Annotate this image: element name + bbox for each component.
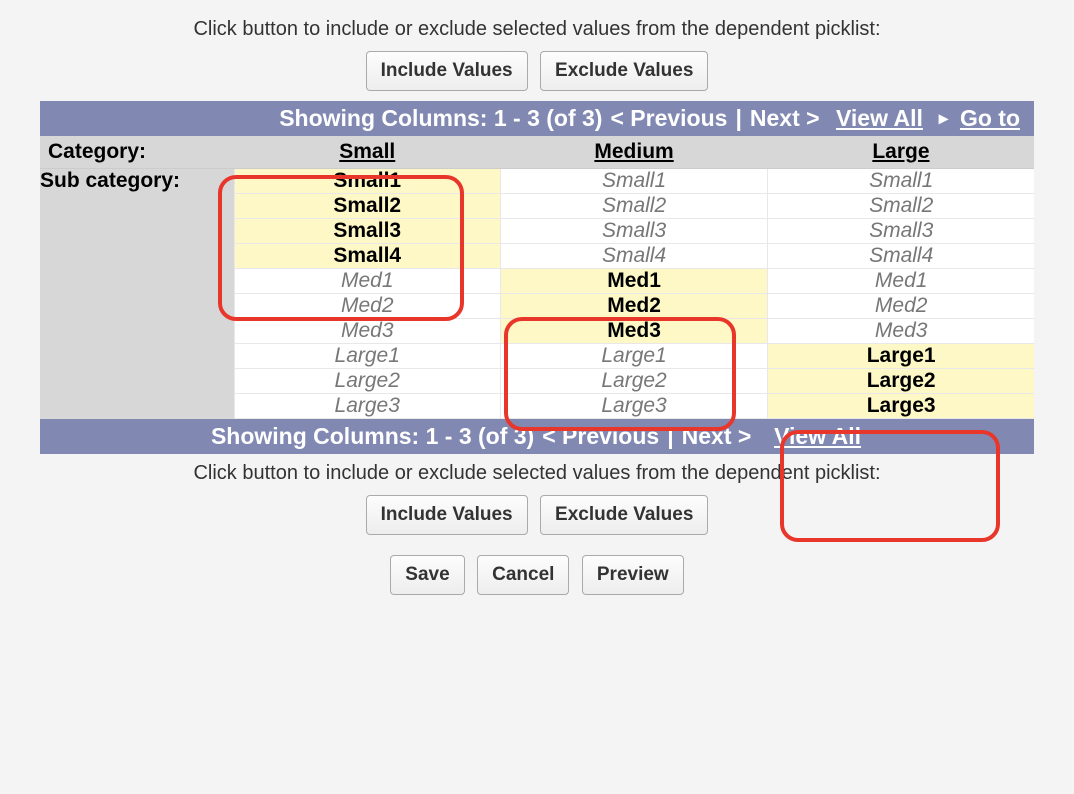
picklist-value[interactable]: Large1 bbox=[234, 344, 500, 369]
column-header-large[interactable]: Large bbox=[768, 136, 1034, 169]
cancel-button[interactable]: Cancel bbox=[477, 555, 569, 595]
picklist-value[interactable]: Small3 bbox=[500, 219, 768, 244]
include-values-button-bottom[interactable]: Include Values bbox=[366, 495, 528, 535]
previous-link-bottom[interactable]: < Previous bbox=[542, 423, 659, 450]
nav-separator: | bbox=[735, 105, 741, 132]
picklist-value[interactable]: Med2 bbox=[234, 294, 500, 319]
picklist-value[interactable]: Large3 bbox=[500, 394, 768, 419]
picklist-value[interactable]: Small2 bbox=[768, 194, 1034, 219]
picklist-value[interactable]: Large3 bbox=[234, 394, 500, 419]
picklist-value[interactable]: Med2 bbox=[500, 294, 768, 319]
subcategory-label: Sub category: bbox=[40, 169, 234, 419]
picklist-value[interactable]: Med1 bbox=[234, 269, 500, 294]
exclude-values-button-bottom[interactable]: Exclude Values bbox=[540, 495, 708, 535]
picklist-value[interactable]: Large2 bbox=[500, 369, 768, 394]
category-label: Category: bbox=[40, 136, 234, 169]
picklist-value[interactable]: Large1 bbox=[768, 344, 1034, 369]
next-link[interactable]: Next > bbox=[750, 105, 820, 132]
column-header-medium[interactable]: Medium bbox=[500, 136, 768, 169]
view-all-link-bottom[interactable]: View All bbox=[774, 423, 861, 450]
picklist-value[interactable]: Small3 bbox=[234, 219, 500, 244]
picklist-value[interactable]: Small2 bbox=[234, 194, 500, 219]
instruction-text-bottom: Click button to include or exclude selec… bbox=[0, 462, 1074, 485]
nav-bar-bottom: Showing Columns: 1 - 3 (of 3) < Previous… bbox=[40, 419, 1034, 454]
nav-bar-top: Showing Columns: 1 - 3 (of 3) < Previous… bbox=[40, 101, 1034, 136]
view-all-link[interactable]: View All bbox=[836, 105, 923, 132]
button-row-top: Include Values Exclude Values bbox=[0, 51, 1074, 91]
picklist-value[interactable]: Med3 bbox=[768, 319, 1034, 344]
preview-button[interactable]: Preview bbox=[582, 555, 684, 595]
picklist-value[interactable]: Small1 bbox=[768, 169, 1034, 194]
picklist-value[interactable]: Small4 bbox=[768, 244, 1034, 269]
column-header-small[interactable]: Small bbox=[234, 136, 500, 169]
picklist-value[interactable]: Small4 bbox=[234, 244, 500, 269]
picklist-value[interactable]: Large1 bbox=[500, 344, 768, 369]
picklist-value[interactable]: Med3 bbox=[234, 319, 500, 344]
picklist-value[interactable]: Small1 bbox=[500, 169, 768, 194]
include-values-button-top[interactable]: Include Values bbox=[366, 51, 528, 91]
showing-columns-text-bottom: Showing Columns: 1 - 3 (of 3) bbox=[211, 423, 534, 450]
picklist-value[interactable]: Large2 bbox=[768, 369, 1034, 394]
picklist-value[interactable]: Small4 bbox=[500, 244, 768, 269]
instruction-text-top: Click button to include or exclude selec… bbox=[0, 18, 1074, 41]
save-button[interactable]: Save bbox=[390, 555, 464, 595]
previous-link[interactable]: < Previous bbox=[610, 105, 727, 132]
table-row: Sub category:Small1Small1Small1 bbox=[40, 169, 1034, 194]
chevron-right-icon: ▸ bbox=[939, 108, 948, 129]
footer-button-row: Save Cancel Preview bbox=[0, 555, 1074, 605]
picklist-value[interactable]: Med1 bbox=[500, 269, 768, 294]
picklist-value[interactable]: Small1 bbox=[234, 169, 500, 194]
exclude-values-button-top[interactable]: Exclude Values bbox=[540, 51, 708, 91]
showing-columns-text: Showing Columns: 1 - 3 (of 3) bbox=[279, 105, 602, 132]
button-row-bottom: Include Values Exclude Values bbox=[0, 495, 1074, 535]
picklist-value[interactable]: Med2 bbox=[768, 294, 1034, 319]
next-link-bottom[interactable]: Next > bbox=[682, 423, 752, 450]
picklist-table: Category: Small Medium Large Sub categor… bbox=[40, 136, 1034, 419]
picklist-value[interactable]: Med1 bbox=[768, 269, 1034, 294]
picklist-value[interactable]: Large2 bbox=[234, 369, 500, 394]
category-header-row: Category: Small Medium Large bbox=[40, 136, 1034, 169]
picklist-value[interactable]: Large3 bbox=[768, 394, 1034, 419]
nav-separator-bottom: | bbox=[667, 423, 673, 450]
picklist-value[interactable]: Small2 bbox=[500, 194, 768, 219]
picklist-value[interactable]: Med3 bbox=[500, 319, 768, 344]
picklist-value[interactable]: Small3 bbox=[768, 219, 1034, 244]
go-to-link[interactable]: Go to bbox=[960, 105, 1020, 132]
